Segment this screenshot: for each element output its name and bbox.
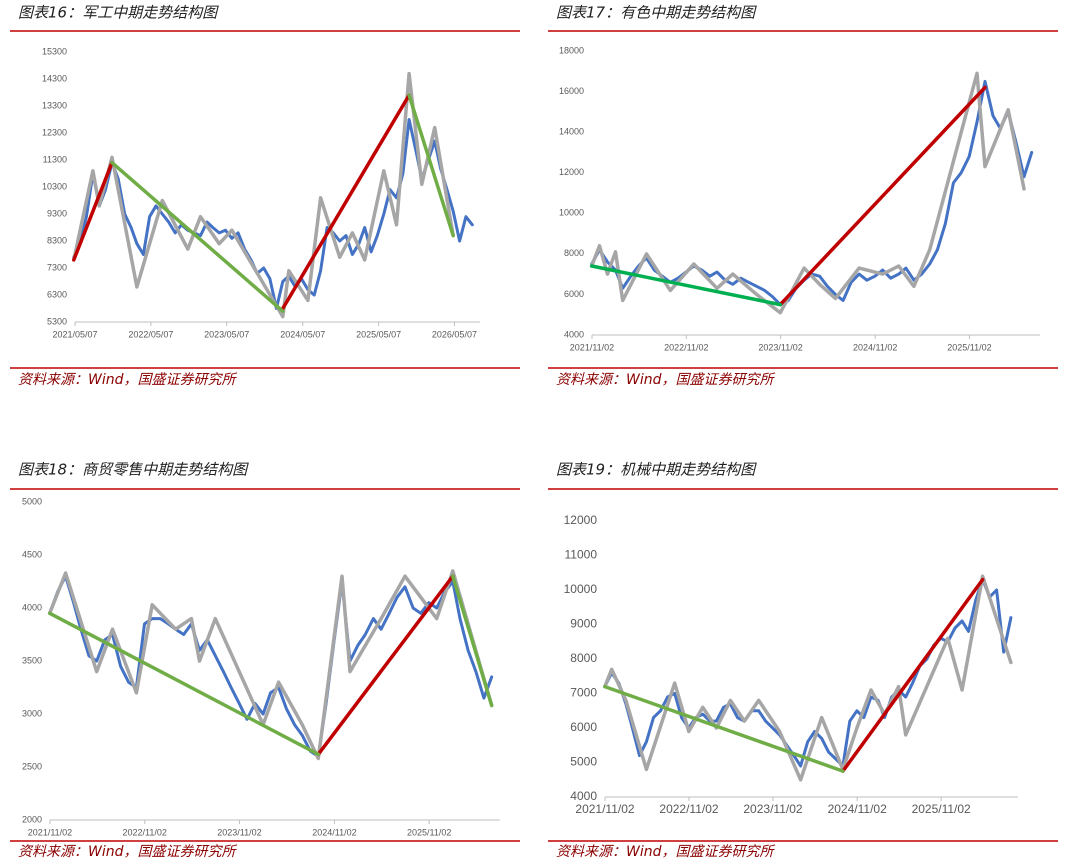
x-tick-label: 2025/11/02 (912, 802, 971, 816)
y-tick-label: 6000 (564, 289, 584, 299)
y-tick-label: 3500 (22, 655, 42, 665)
x-tick-label: 2022/11/02 (123, 827, 167, 837)
y-tick-label: 5000 (22, 496, 42, 506)
y-tick-label: 4500 (22, 549, 42, 559)
series-line (48, 574, 494, 758)
x-tick-label: 2025/11/02 (407, 827, 451, 837)
source-note: 资料来源：Wind，国盛证券研究所 (18, 372, 237, 388)
x-tick-label: 2022/11/02 (664, 342, 708, 352)
x-tick-label: 2024/11/02 (853, 342, 897, 352)
x-tick-label: 2024/11/02 (312, 827, 356, 837)
y-tick-label: 7000 (570, 686, 597, 700)
x-tick-label: 2024/05/07 (280, 329, 325, 339)
series-line (110, 93, 455, 313)
chart-title: 图表18：商贸零售中期走势结构图 (18, 461, 249, 479)
x-tick-label: 2026/05/07 (432, 329, 477, 339)
y-tick-label: 14000 (559, 127, 584, 137)
y-tick-label: 3000 (22, 708, 42, 718)
y-tick-label: 18000 (559, 45, 584, 55)
source-note: 资料来源：Wind，国盛证券研究所 (556, 844, 775, 860)
chart-title: 图表19：机械中期走势结构图 (556, 461, 757, 479)
series-line (603, 578, 1013, 768)
x-tick-label: 2024/11/02 (828, 802, 887, 816)
y-tick-label: 4000 (570, 789, 597, 803)
series-line (841, 577, 985, 773)
y-tick-label: 4000 (22, 602, 42, 612)
y-tick-label: 6300 (47, 289, 67, 299)
y-tick-label: 8000 (570, 651, 597, 665)
x-tick-label: 2021/11/02 (570, 342, 614, 352)
x-tick-label: 2023/11/02 (758, 342, 802, 352)
source-note: 资料来源：Wind，国盛证券研究所 (18, 844, 237, 860)
y-tick-label: 12300 (42, 127, 67, 137)
x-tick-label: 2023/11/02 (217, 827, 261, 837)
series-line (589, 264, 783, 307)
y-tick-label: 9300 (47, 208, 67, 218)
y-tick-label: 5000 (570, 755, 597, 769)
y-tick-label: 9000 (570, 617, 597, 631)
x-tick-label: 2022/11/02 (659, 802, 718, 816)
y-tick-label: 2000 (22, 814, 42, 824)
x-tick-label: 2025/11/02 (947, 342, 991, 352)
series-line (603, 574, 1013, 782)
source-note: 资料来源：Wind，国盛证券研究所 (556, 372, 775, 388)
series-line (603, 684, 845, 773)
y-tick-label: 5300 (47, 316, 67, 326)
x-tick-label: 2021/05/07 (52, 329, 97, 339)
x-tick-label: 2022/05/07 (128, 329, 173, 339)
y-tick-label: 12000 (559, 167, 584, 177)
series-line (47, 574, 494, 757)
x-tick-label: 2021/11/02 (575, 802, 634, 816)
y-tick-label: 10000 (559, 208, 584, 218)
y-tick-label: 10300 (42, 181, 67, 191)
y-tick-label: 10000 (564, 582, 598, 596)
x-tick-label: 2023/11/02 (743, 802, 802, 816)
y-tick-label: 15300 (42, 46, 67, 56)
y-tick-label: 6000 (570, 720, 597, 734)
y-tick-label: 12000 (564, 513, 598, 527)
y-tick-label: 14300 (42, 73, 67, 83)
y-tick-label: 4000 (564, 329, 584, 339)
chart-title: 图表16：军工中期走势结构图 (18, 4, 219, 22)
y-tick-label: 8000 (564, 248, 584, 258)
series-line (316, 574, 455, 757)
chart-title: 图表17：有色中期走势结构图 (556, 4, 757, 22)
y-tick-label: 16000 (559, 86, 584, 96)
y-tick-label: 2500 (22, 761, 42, 771)
series-line (778, 85, 987, 307)
y-tick-label: 11300 (43, 154, 67, 164)
y-tick-label: 11000 (565, 548, 598, 562)
x-tick-label: 2025/05/07 (356, 329, 401, 339)
x-tick-label: 2023/05/07 (204, 329, 249, 339)
y-tick-label: 13300 (42, 100, 67, 110)
y-tick-label: 8300 (47, 235, 67, 245)
y-tick-label: 7300 (47, 262, 67, 272)
series-line (72, 93, 411, 311)
x-tick-label: 2021/11/02 (28, 827, 72, 837)
series-line (72, 118, 474, 310)
series-line (72, 71, 455, 319)
